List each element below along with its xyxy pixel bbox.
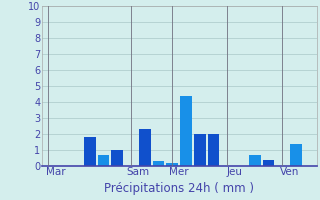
Bar	[180, 96, 192, 166]
Bar	[153, 161, 164, 166]
Bar	[166, 163, 178, 166]
Bar	[263, 160, 275, 166]
Bar	[208, 134, 220, 166]
Bar	[194, 134, 206, 166]
Bar	[84, 137, 96, 166]
Bar	[111, 150, 123, 166]
X-axis label: Précipitations 24h ( mm ): Précipitations 24h ( mm )	[104, 182, 254, 195]
Bar	[98, 155, 109, 166]
Bar	[139, 129, 151, 166]
Bar	[290, 144, 302, 166]
Bar	[249, 155, 261, 166]
